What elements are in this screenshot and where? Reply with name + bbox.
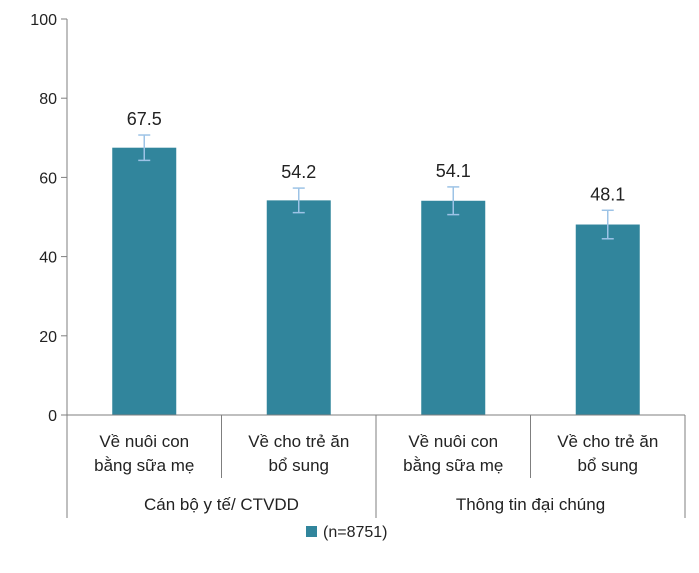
group-label: Thông tin đại chúng	[456, 495, 605, 514]
y-tick-label: 60	[39, 170, 57, 187]
bar	[266, 200, 331, 415]
category-label: Về cho trẻ ăn	[248, 432, 349, 451]
category-label: Về cho trẻ ăn	[557, 432, 658, 451]
category-label: Về nuôi con	[99, 432, 189, 451]
bar	[575, 224, 640, 415]
value-label: 67.5	[127, 109, 162, 129]
legend-label: (n=8751)	[323, 524, 388, 541]
y-tick-label: 0	[48, 408, 57, 425]
bars	[112, 147, 640, 415]
category-label: bổ sung	[578, 456, 639, 475]
x-axis: Về nuôi con bằng sữa mẹ Về cho trẻ ăn bổ su…	[66, 414, 686, 518]
value-label: 54.2	[281, 162, 316, 182]
legend-swatch	[306, 526, 317, 537]
y-tick-label: 80	[39, 91, 57, 108]
bar	[421, 200, 486, 415]
group-label: Cán bộ y tế/ CTVDD	[144, 495, 299, 514]
y-tick-label: 20	[39, 329, 57, 346]
y-tick-label: 100	[30, 12, 57, 29]
category-label: Về nuôi con	[408, 432, 498, 451]
bar	[112, 147, 177, 415]
category-label: bổ sung	[269, 456, 330, 475]
category-label: bằng sữa mẹ	[94, 456, 194, 475]
category-label: bằng sữa mẹ	[403, 456, 503, 475]
value-label: 54.1	[436, 161, 471, 181]
legend: (n=8751)	[306, 524, 388, 541]
y-axis: 0 20 40 60 80 100	[30, 12, 68, 425]
y-tick-label: 40	[39, 250, 57, 267]
value-label: 48.1	[590, 184, 625, 204]
error-bars	[138, 134, 614, 240]
value-labels: 67.5 54.2 54.1 48.1	[127, 109, 626, 204]
